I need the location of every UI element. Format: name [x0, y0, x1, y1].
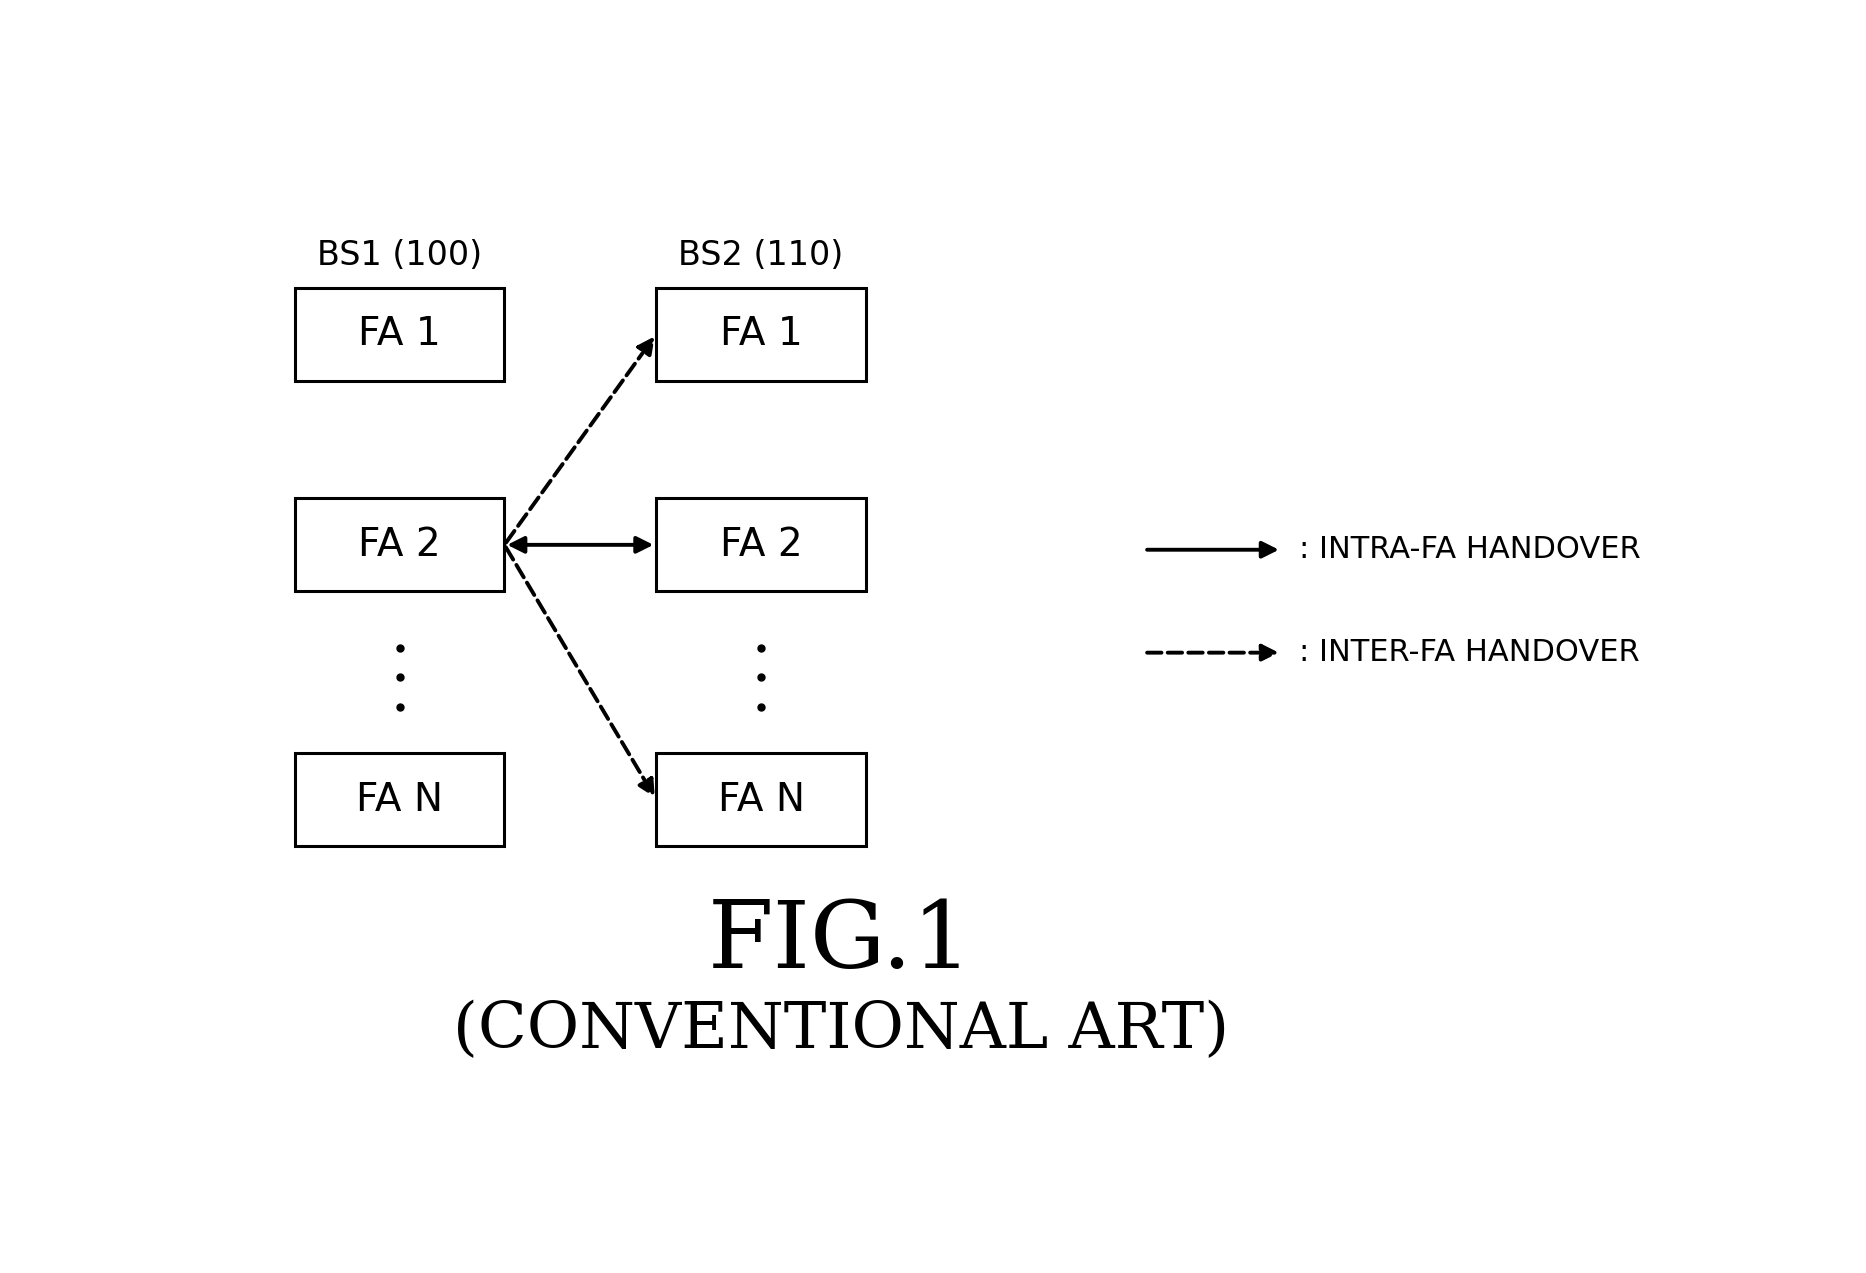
Text: FA 1: FA 1: [358, 316, 440, 353]
Bar: [657, 498, 866, 592]
Bar: [295, 754, 504, 847]
Text: FA N: FA N: [718, 780, 804, 819]
Text: BS2 (110): BS2 (110): [679, 239, 843, 272]
Bar: [295, 498, 504, 592]
Text: FA 2: FA 2: [358, 526, 440, 564]
Text: (CONVENTIONAL ART): (CONVENTIONAL ART): [453, 999, 1228, 1060]
Text: FIG.1: FIG.1: [707, 897, 974, 987]
Text: : INTRA-FA HANDOVER: : INTRA-FA HANDOVER: [1299, 535, 1640, 564]
Bar: [295, 288, 504, 381]
Bar: [657, 754, 866, 847]
Bar: [657, 288, 866, 381]
Text: : INTER-FA HANDOVER: : INTER-FA HANDOVER: [1299, 638, 1640, 667]
Text: FA N: FA N: [356, 780, 442, 819]
Text: FA 2: FA 2: [720, 526, 802, 564]
Text: BS1 (100): BS1 (100): [317, 239, 481, 272]
Text: FA 1: FA 1: [720, 316, 802, 353]
